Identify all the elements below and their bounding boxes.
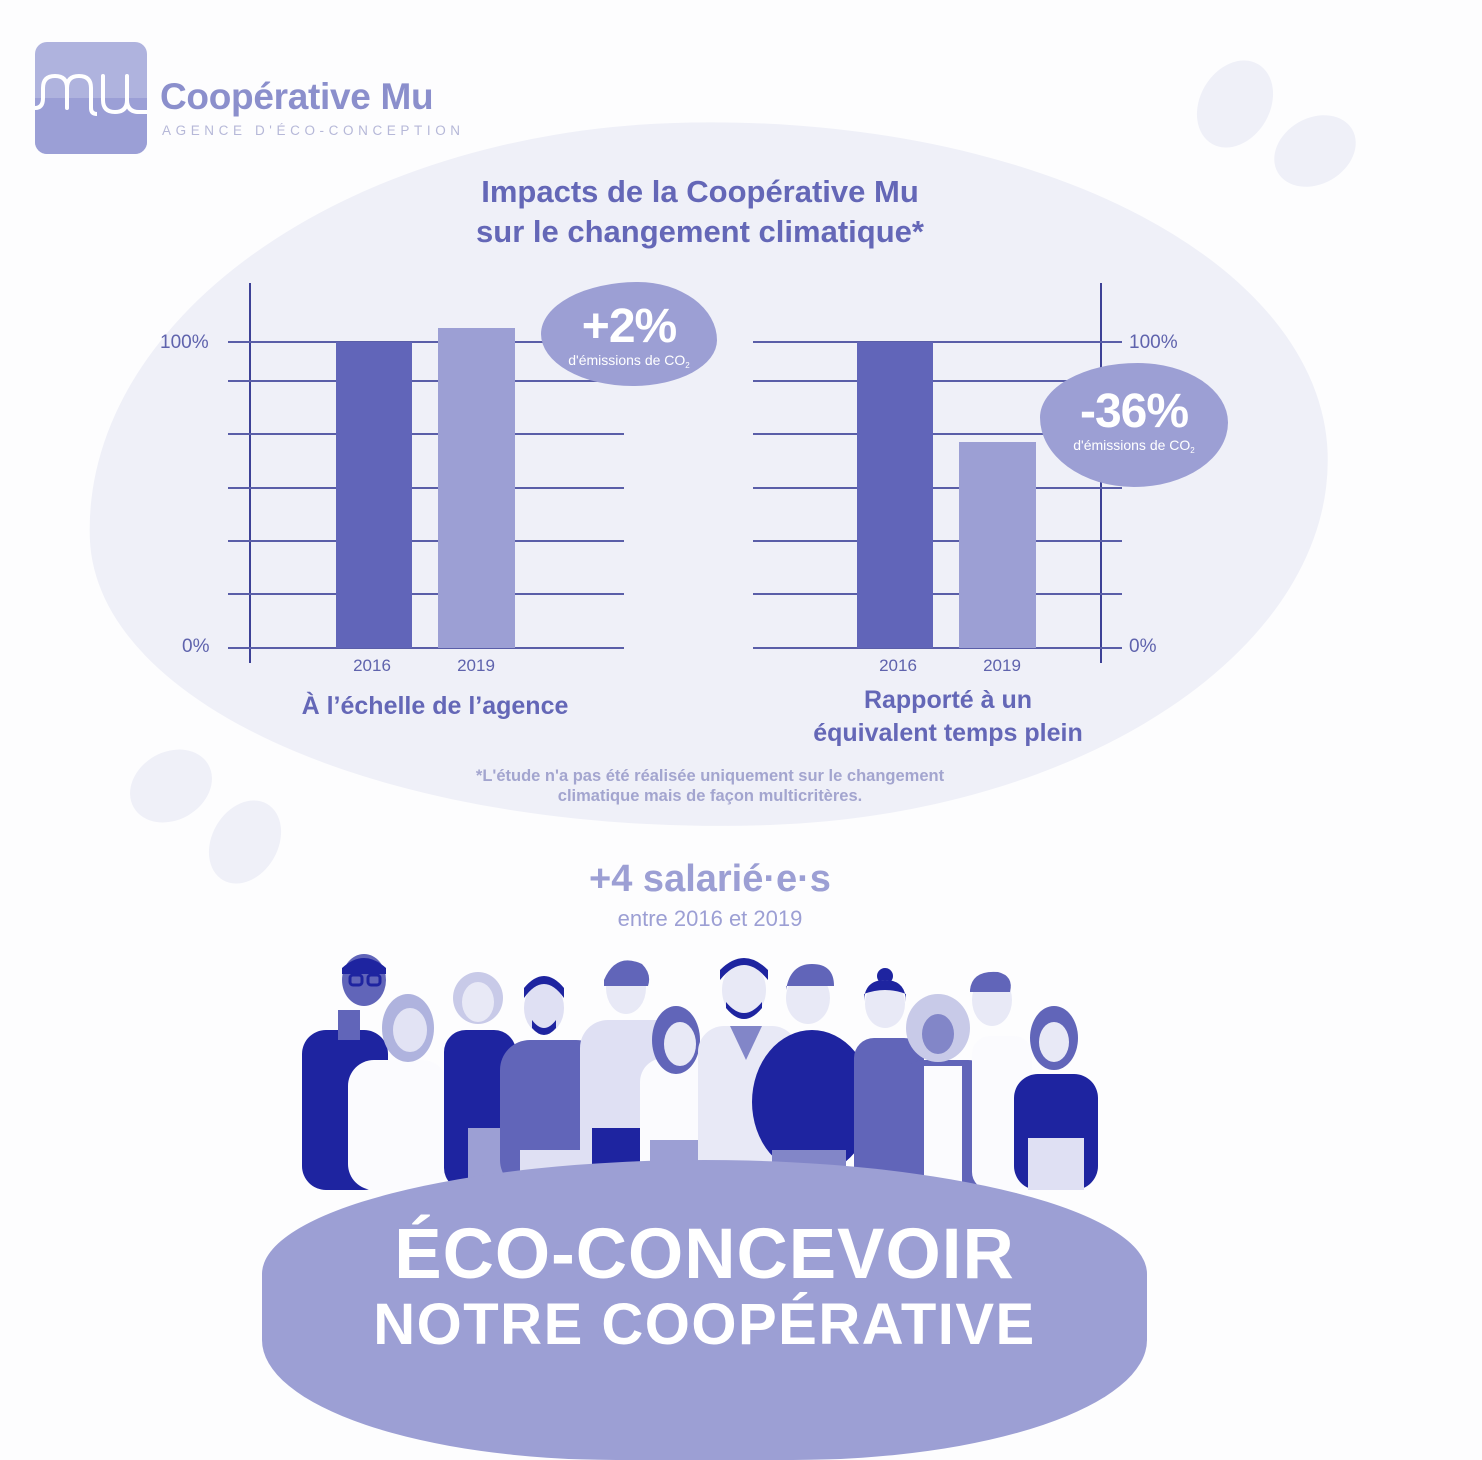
badge-value: +2% (581, 300, 677, 353)
gridline (228, 433, 624, 435)
page-title: Impacts de la Coopérative Mu sur le chan… (350, 172, 1050, 252)
gridline (753, 487, 1122, 489)
group-of-people-icon (302, 954, 1098, 1190)
x-label-2019: 2019 (457, 656, 495, 675)
decor-pebble (194, 787, 296, 897)
decor-pebble (116, 735, 226, 837)
gridline-100 (228, 341, 624, 343)
y-tick-0: 0% (1129, 636, 1157, 657)
gridline-0 (753, 647, 1122, 649)
staff-count: +4 salarié·e·s (589, 858, 831, 900)
brand-name: Coopérative Mu (160, 76, 434, 117)
decor-pebble (1261, 100, 1369, 202)
title-line-1: Impacts de la Coopérative Mu (481, 174, 919, 209)
change-badge-agency: +2% d'émissions de CO2 (541, 282, 717, 386)
gridline (228, 487, 624, 489)
staff-period: entre 2016 et 2019 (617, 906, 803, 931)
bar-2016 (857, 342, 933, 648)
bar-2016 (336, 342, 412, 648)
gridline-0 (228, 647, 624, 649)
change-badge-fte: -36% d'émissions de CO2 (1040, 363, 1228, 487)
badge-value: -36% (1079, 385, 1189, 438)
gridline (753, 433, 1122, 435)
x-label-2019: 2019 (983, 656, 1021, 675)
bar-2019 (959, 442, 1036, 648)
banner-subheadline: NOTRE COOPÉRATIVE (373, 1292, 1036, 1357)
logo-mark (35, 42, 147, 154)
badge-label: d'émissions de CO2 (568, 352, 690, 370)
gridline (753, 540, 1122, 542)
footnote: *L'étude n'a pas été réalisée uniquement… (475, 767, 945, 805)
brand-tagline: AGENCE D'ÉCO-CONCEPTION (162, 123, 465, 138)
x-label-2016: 2016 (879, 656, 917, 675)
chart-caption-agency: À l’échelle de l’agence (301, 692, 569, 720)
gridline (228, 380, 624, 382)
gridline (228, 593, 624, 595)
chart-caption-fte: Rapporté à un équivalent temps plein (813, 686, 1083, 747)
banner-headline: ÉCO-CONCEVOIR (394, 1215, 1015, 1294)
gridline (753, 380, 1122, 382)
y-tick-0: 0% (182, 636, 210, 657)
title-line-2: sur le changement climatique* (476, 214, 924, 249)
y-tick-100: 100% (160, 332, 209, 353)
bar-2019 (438, 328, 515, 648)
badge-label: d'émissions de CO2 (1073, 437, 1195, 455)
gridline (753, 593, 1122, 595)
decor-pebble (1181, 46, 1289, 162)
x-label-2016: 2016 (353, 656, 391, 675)
gridline-100 (753, 341, 1122, 343)
y-tick-100: 100% (1129, 332, 1178, 353)
mu-logo-icon (35, 73, 147, 116)
y-axis (249, 283, 251, 663)
gridline (228, 540, 624, 542)
